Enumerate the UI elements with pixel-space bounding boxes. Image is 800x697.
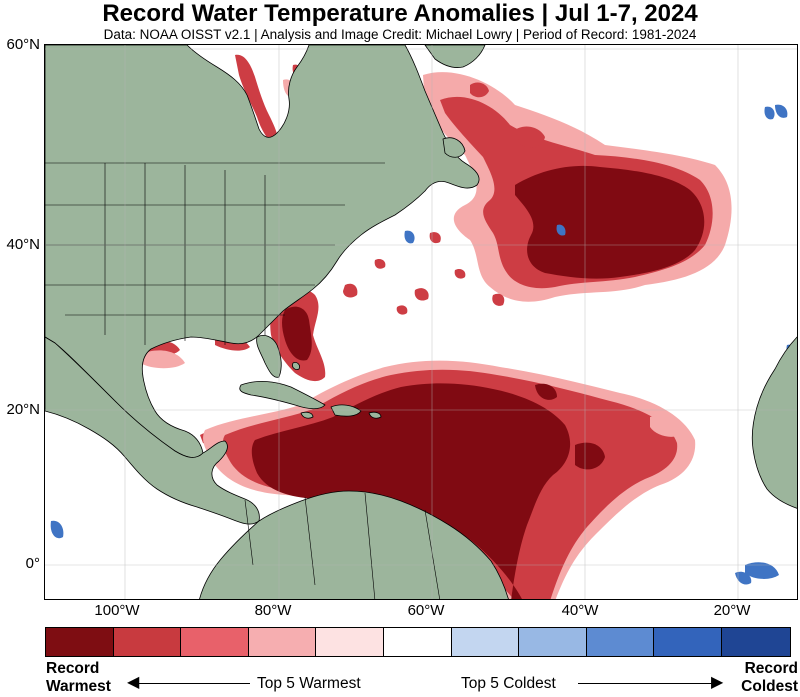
colorbar-swatch-9 (654, 628, 722, 656)
africa (751, 336, 797, 509)
lat-label-20n: 20°N (6, 401, 40, 418)
colorbar-swatch-6 (451, 628, 520, 656)
lon-label-20w: 20°W (713, 602, 751, 619)
legend-record-warmest-line2: Warmest (46, 678, 111, 695)
lon-label-100w: 100°W (94, 602, 140, 619)
lat-label-40n: 40°N (6, 236, 40, 253)
bahamas (292, 362, 300, 370)
colorbar-swatch-2 (181, 628, 249, 656)
colorbar-swatch-10 (721, 628, 790, 656)
lat-label-0: 0° (25, 555, 40, 572)
land (45, 45, 797, 599)
cuba (239, 381, 326, 410)
colorbar-swatch-7 (519, 628, 587, 656)
lat-label-60n: 60°N (6, 36, 40, 53)
colorbar-swatch-4 (316, 628, 384, 656)
legend-record-coldest-line2: Coldest (741, 678, 798, 695)
lon-label-60w: 60°W (407, 602, 445, 619)
hispaniola (330, 404, 362, 417)
arrow-left-icon: ◀ (127, 674, 140, 691)
colorbar-swatch-5 (383, 628, 452, 656)
colorbar-swatch-8 (586, 628, 655, 656)
south-america (199, 490, 509, 599)
puerto-rico (368, 411, 382, 419)
legend-top5-coldest: Top 5 Coldest (461, 675, 556, 692)
warm-anomalies (140, 54, 732, 599)
colorbar-swatch-1 (113, 628, 182, 656)
colorbar-swatch-0 (46, 628, 114, 656)
tropical-atlantic-record (251, 383, 571, 599)
lon-label-40w: 40°W (561, 602, 599, 619)
map-subtitle: Data: NOAA OISST v2.1 | Analysis and Ima… (103, 27, 697, 42)
greenland (424, 45, 486, 68)
sst-anomaly-map (44, 44, 798, 600)
legend-top5-warmest: Top 5 Warmest (257, 675, 361, 692)
political-borders (45, 162, 440, 599)
legend-record-coldest-line1: Record (744, 660, 798, 677)
map-title: Record Water Temperature Anomalies | Jul… (102, 0, 698, 27)
newfoundland (442, 137, 466, 158)
legend-record-warmest-line1: Record (46, 660, 100, 677)
colorbar-swatch-3 (248, 628, 317, 656)
central-america (45, 336, 260, 525)
arrow-right-icon: ▶ (711, 674, 724, 691)
arrow-right-line (578, 683, 713, 684)
jamaica (300, 411, 314, 419)
anomaly-colorbar (45, 627, 791, 657)
arrow-left-line (138, 683, 250, 684)
lon-label-80w: 80°W (254, 602, 292, 619)
north-atlantic-record (515, 165, 705, 279)
graticule (45, 45, 797, 599)
